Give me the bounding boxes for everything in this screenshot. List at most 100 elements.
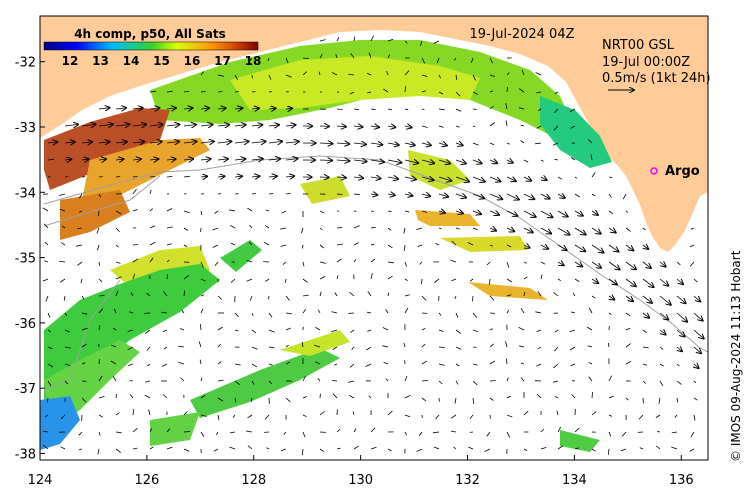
current-vector	[217, 326, 223, 331]
current-vector	[520, 362, 525, 365]
current-vector	[81, 312, 88, 315]
current-vector	[387, 177, 398, 179]
current-vector	[98, 108, 110, 109]
current-vector	[472, 74, 476, 81]
current-vector	[523, 177, 531, 181]
current-vector	[302, 278, 308, 283]
current-vector	[230, 242, 236, 246]
current-vector	[148, 409, 151, 416]
current-vector	[655, 414, 661, 418]
current-vector	[47, 380, 52, 387]
current-vector	[268, 329, 275, 333]
current-vector	[506, 358, 508, 365]
current-vector	[506, 261, 510, 268]
current-vector	[620, 448, 627, 452]
current-vector	[115, 142, 127, 143]
current-vector	[301, 341, 304, 348]
y-axis: -32 -33 -34 -35 -36 -37 -38	[15, 56, 45, 462]
current-vector	[421, 57, 426, 64]
current-vector	[336, 447, 341, 450]
current-vector	[64, 142, 75, 143]
current-vector	[285, 108, 292, 109]
current-vector	[472, 295, 474, 302]
current-vector	[472, 380, 478, 386]
current-vector	[47, 158, 54, 161]
current-vector	[98, 124, 113, 126]
current-vector	[367, 311, 372, 314]
current-vector	[268, 193, 274, 195]
current-vector	[166, 142, 179, 144]
current-vector	[655, 445, 661, 450]
current-vector	[540, 447, 547, 450]
current-vector	[183, 175, 190, 178]
current-vector	[693, 346, 701, 353]
current-vector	[438, 346, 445, 348]
current-vector	[264, 414, 270, 420]
colorbar-gradient	[43, 41, 259, 51]
current-vector	[129, 311, 134, 314]
current-vector	[658, 397, 661, 404]
current-vector	[368, 395, 372, 399]
current-vector	[438, 143, 447, 146]
shelf-contour	[43, 155, 708, 353]
current-vector	[149, 142, 162, 143]
current-vector	[469, 278, 474, 282]
current-vector	[404, 40, 408, 44]
current-vector	[166, 446, 173, 450]
x-tick-label: 124	[28, 473, 53, 488]
current-vector	[387, 244, 393, 249]
current-vector	[387, 160, 402, 163]
current-vector	[625, 327, 631, 331]
current-vector	[183, 159, 193, 160]
current-vector	[455, 160, 466, 164]
current-vector	[81, 142, 92, 143]
current-vector	[132, 209, 138, 212]
current-vector	[537, 290, 542, 297]
current-vector	[163, 291, 168, 297]
current-vector	[268, 363, 273, 366]
current-vector	[608, 244, 619, 252]
current-vector	[591, 261, 601, 268]
current-vector	[60, 446, 66, 450]
current-vector	[540, 274, 543, 280]
current-vector	[693, 295, 700, 302]
current-vector	[76, 244, 83, 247]
current-vector	[404, 177, 416, 180]
current-vector	[625, 227, 631, 232]
current-vector	[370, 108, 376, 111]
current-vector	[166, 159, 176, 160]
current-vector	[146, 346, 151, 351]
current-vector	[554, 158, 559, 161]
current-vector	[217, 343, 222, 348]
current-vector	[586, 326, 593, 331]
current-vector	[217, 379, 224, 382]
current-vector	[246, 430, 253, 433]
current-vector	[608, 375, 613, 382]
current-vector	[215, 431, 219, 436]
current-vector	[438, 194, 448, 197]
current-vector	[518, 88, 525, 93]
current-vector	[523, 410, 529, 416]
current-vector	[111, 344, 117, 348]
current-vector	[693, 397, 698, 401]
current-vector	[470, 57, 474, 64]
current-vector	[642, 380, 646, 384]
current-vector	[625, 312, 631, 317]
current-vector	[229, 224, 236, 229]
current-vector	[353, 177, 363, 178]
current-vector	[251, 108, 259, 109]
current-vector	[472, 142, 479, 146]
current-vector	[535, 311, 542, 314]
current-vector	[317, 309, 321, 314]
current-vector	[302, 294, 309, 297]
current-vector	[336, 227, 343, 229]
current-vector	[489, 328, 493, 331]
current-vector	[455, 125, 460, 128]
current-vector	[81, 124, 96, 126]
current-vector	[198, 341, 202, 348]
current-vector	[676, 295, 686, 303]
current-vector	[455, 363, 460, 367]
current-vector	[349, 395, 355, 399]
current-vector	[115, 108, 126, 109]
